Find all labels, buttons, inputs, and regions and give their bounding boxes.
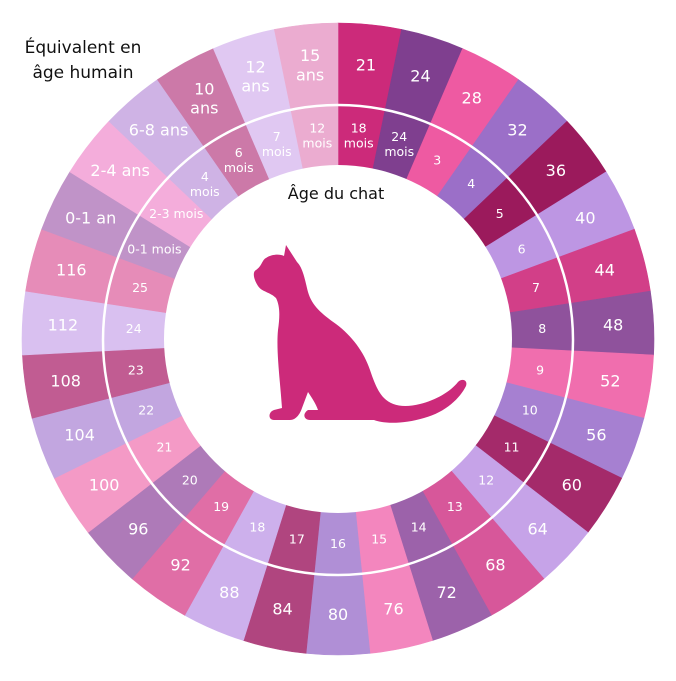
segment-label: 100 xyxy=(89,475,120,494)
segment-label: 15 xyxy=(371,532,387,547)
segment-label: 15 ans xyxy=(296,46,324,84)
segment-label: 0-1 an xyxy=(65,208,116,227)
segment-label: 24 mois xyxy=(384,129,414,159)
segment-label: 10 ans xyxy=(190,79,218,117)
wheel-segments xyxy=(21,22,655,656)
wheel-labels: 21 18 mois 24 24 mois 28 3 32 4 36 5 40 6 44 7 48 8 52 9 56 1… xyxy=(48,46,624,624)
segment-label: 6 xyxy=(518,241,526,256)
segment-label: 24 xyxy=(126,321,142,336)
segment-label: 2-4 ans xyxy=(90,161,150,180)
segment-label: 72 xyxy=(436,583,456,602)
outer-ring-title: Équivalent en âge humain xyxy=(18,36,148,86)
cat-silhouette-icon xyxy=(253,245,467,423)
segment-label: 9 xyxy=(536,362,544,377)
segment-label: 5 xyxy=(496,206,504,221)
segment-label: 24 xyxy=(410,67,430,86)
segment-label: 19 xyxy=(213,499,229,514)
segment-label: 6-8 ans xyxy=(129,121,189,140)
segment-label: 21 xyxy=(356,56,376,75)
segment-label: 8 xyxy=(538,321,546,336)
segment-label: 48 xyxy=(603,316,623,335)
segment-label: 21 xyxy=(156,440,172,455)
segment-label: 2-3 mois xyxy=(149,206,203,221)
segment-label: 96 xyxy=(128,519,148,538)
segment-label: 6 mois xyxy=(224,145,254,175)
segment-label: 60 xyxy=(562,475,582,494)
segment-label: 18 mois xyxy=(344,121,374,151)
segment-label: 76 xyxy=(383,599,403,618)
segment-label: 4 xyxy=(467,176,475,191)
segment-label: 56 xyxy=(586,425,606,444)
segment-label: 44 xyxy=(595,261,615,280)
segment-label: 10 xyxy=(522,402,538,417)
segment-label: 32 xyxy=(507,121,527,140)
segment-label: 104 xyxy=(64,425,95,444)
segment-label: 12 xyxy=(478,472,494,487)
segment-label: 3 xyxy=(433,153,441,168)
segment-label: 0-1 mois xyxy=(127,241,181,256)
segment-label: 28 xyxy=(462,89,482,108)
segment-label: 112 xyxy=(48,316,79,335)
segment-label: 7 mois xyxy=(262,129,292,159)
segment-label: 64 xyxy=(528,519,548,538)
segment-label: 25 xyxy=(132,280,148,295)
outer-title-line1: Équivalent en xyxy=(24,38,142,58)
segment-label: 4 mois xyxy=(190,169,220,199)
outer-title-line2: âge humain xyxy=(32,63,134,83)
segment-label: 68 xyxy=(485,556,505,575)
segment-label: 18 xyxy=(249,519,265,534)
ring-divider xyxy=(101,103,575,577)
segment-label: 23 xyxy=(128,362,144,377)
segment-label: 40 xyxy=(575,208,595,227)
segment-label: 12 ans xyxy=(241,57,269,95)
segment-label: 108 xyxy=(50,371,81,390)
segment-label: 80 xyxy=(328,605,348,624)
segment-label: 88 xyxy=(219,583,239,602)
segment-label: 92 xyxy=(170,556,190,575)
segment-label: 22 xyxy=(138,402,154,417)
segment-label: 7 xyxy=(532,280,540,295)
segment-label: 16 xyxy=(330,536,346,551)
inner-ring-title: Âge du chat xyxy=(288,184,384,203)
segment-label: 13 xyxy=(447,499,463,514)
segment-label: 14 xyxy=(411,519,427,534)
segment-label: 36 xyxy=(546,161,566,180)
segment-label: 52 xyxy=(600,371,620,390)
segment-label: 20 xyxy=(182,472,198,487)
segment-label: 84 xyxy=(272,599,292,618)
segment-label: 116 xyxy=(56,261,87,280)
segment-label: 12 mois xyxy=(302,121,332,151)
segment-label: 11 xyxy=(504,440,520,455)
segment-label: 17 xyxy=(289,532,305,547)
